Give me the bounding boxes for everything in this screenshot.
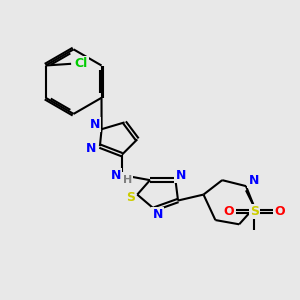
Text: N: N <box>176 169 186 182</box>
Text: N: N <box>86 142 97 155</box>
Text: H: H <box>123 175 133 185</box>
Text: N: N <box>90 118 100 131</box>
Text: O: O <box>274 205 285 218</box>
Text: O: O <box>224 205 234 218</box>
Text: N: N <box>248 175 259 188</box>
Text: N: N <box>152 208 163 221</box>
Text: S: S <box>250 205 259 218</box>
Text: Cl: Cl <box>75 57 88 70</box>
Text: N: N <box>111 169 121 182</box>
Text: S: S <box>126 190 135 204</box>
